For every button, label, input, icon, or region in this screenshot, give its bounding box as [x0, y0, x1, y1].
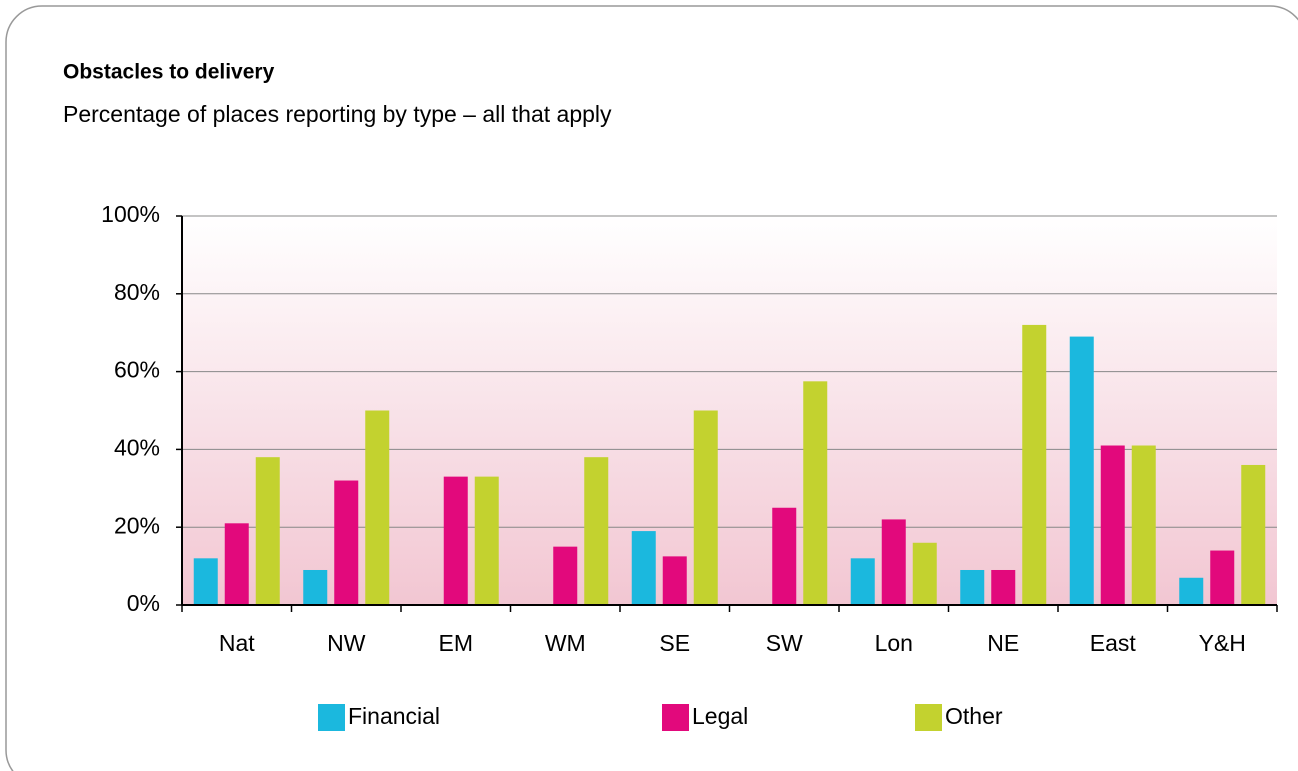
bar: [303, 569, 328, 605]
bar: [1131, 445, 1156, 605]
y-tick-label: 60%: [114, 357, 160, 383]
y-tick-label: 100%: [101, 201, 160, 227]
bar: [334, 480, 359, 605]
bar: [850, 558, 875, 605]
plot-area: [182, 216, 1277, 605]
y-tick-label: 0%: [127, 590, 160, 616]
legend-label: Financial: [348, 703, 440, 729]
x-tick-label: SW: [766, 630, 803, 656]
bar: [584, 457, 609, 605]
bar: [662, 556, 687, 605]
legend-swatch: [915, 704, 942, 731]
bar: [193, 558, 218, 605]
y-tick-label: 80%: [114, 279, 160, 305]
bar: [991, 569, 1016, 605]
bar: [553, 546, 578, 605]
bar: [1241, 464, 1266, 605]
bar: [443, 476, 468, 605]
x-tick-label: Y&H: [1199, 630, 1246, 656]
bar: [803, 381, 828, 605]
bar: [1179, 577, 1204, 605]
chart-subtitle: Percentage of places reporting by type –…: [63, 101, 612, 127]
bar: [1022, 324, 1047, 605]
bar: [772, 507, 797, 605]
legend-label: Other: [945, 703, 1003, 729]
bar: [255, 457, 280, 605]
chart-title: Obstacles to delivery: [63, 61, 275, 84]
y-tick-label: 40%: [114, 434, 160, 460]
bar: [1069, 336, 1094, 605]
bar: [1100, 445, 1125, 605]
x-tick-label: SE: [659, 630, 690, 656]
bar: [912, 542, 937, 605]
legend-label: Legal: [692, 703, 748, 729]
bar: [365, 410, 390, 605]
bar: [631, 531, 656, 605]
bar: [693, 410, 718, 605]
x-tick-label: WM: [545, 630, 586, 656]
bar: [1210, 550, 1235, 605]
bar: [881, 519, 906, 605]
x-tick-label: Lon: [875, 630, 913, 656]
x-tick-label: NW: [327, 630, 366, 656]
x-tick-label: NE: [987, 630, 1019, 656]
y-tick-label: 20%: [114, 512, 160, 538]
legend-swatch: [662, 704, 689, 731]
legend-swatch: [318, 704, 345, 731]
bar: [474, 476, 499, 605]
bar: [960, 569, 985, 605]
bar: [224, 523, 249, 605]
x-tick-label: EM: [439, 630, 474, 656]
x-tick-label: Nat: [219, 630, 255, 656]
x-tick-label: East: [1090, 630, 1137, 656]
